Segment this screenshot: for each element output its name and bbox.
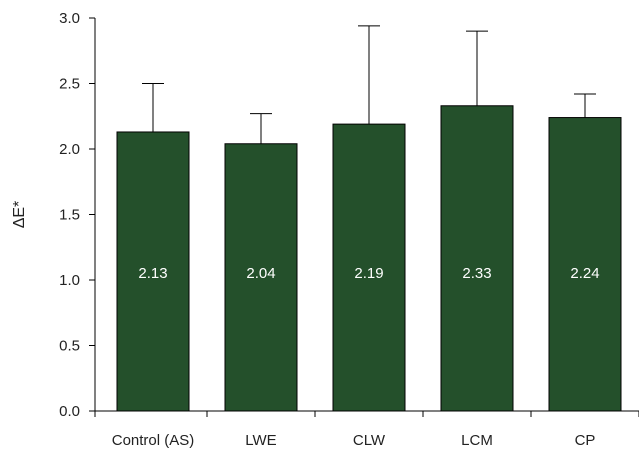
y-tick-label: 0.5	[59, 338, 80, 355]
y-tick-label: 2.5	[59, 76, 80, 93]
y-axis-title: ΔE*	[11, 201, 28, 229]
data-label: 2.24	[570, 265, 599, 282]
x-tick-label: LCM	[461, 432, 493, 449]
data-label: 2.19	[354, 265, 383, 282]
x-tick-label: CP	[575, 432, 596, 449]
y-tick-label: 1.0	[59, 272, 80, 289]
x-tick-label: Control (AS)	[112, 432, 195, 449]
x-tick-label: CLW	[353, 432, 386, 449]
data-label: 2.04	[246, 265, 275, 282]
bar-3	[440, 105, 514, 412]
bar-1	[224, 143, 298, 412]
x-tick-label: LWE	[245, 432, 276, 449]
y-tick-label: 0.0	[59, 403, 80, 420]
data-label: 2.13	[138, 265, 167, 282]
data-label: 2.33	[462, 265, 491, 282]
y-tick-label: 3.0	[59, 10, 80, 27]
y-tick-label: 2.0	[59, 141, 80, 158]
y-tick-label: 1.5	[59, 207, 80, 224]
bar-2	[332, 123, 406, 412]
